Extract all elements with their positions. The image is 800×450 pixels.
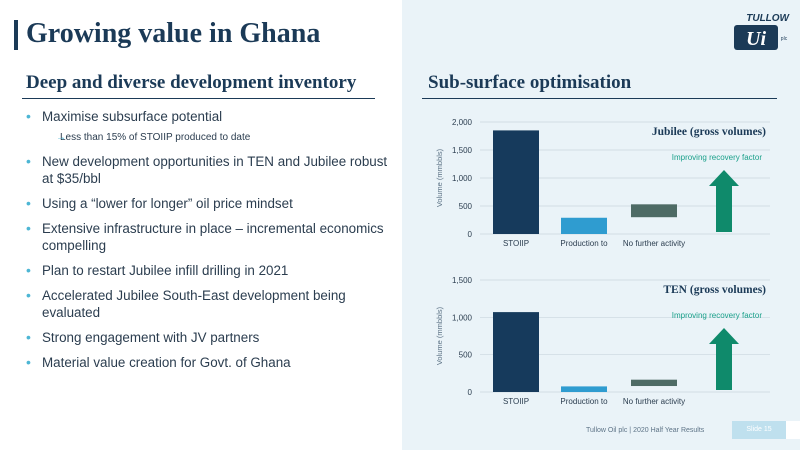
y-tick-label: 0 [468, 230, 473, 239]
bullet-item: Plan to restart Jubilee infill drilling … [26, 262, 396, 279]
x-tick-label: No further activity [623, 397, 685, 406]
x-tick-label: Production toJun-20 [560, 239, 608, 248]
chart-annotation: Improving recovery factor [672, 153, 763, 162]
bullet-text: Material value creation for Govt. of Gha… [42, 355, 291, 370]
x-tick-label: STOIIP [503, 239, 529, 248]
up-arrow-icon [709, 170, 739, 232]
bullet-item: Material value creation for Govt. of Gha… [26, 354, 396, 371]
sub-bullet-arrow-icon: → [56, 132, 66, 143]
bullet-text: New development opportunities in TEN and… [42, 154, 388, 186]
chart-title: Jubilee (gross volumes) [652, 126, 766, 138]
page-title: Growing value in Ghana [26, 18, 321, 49]
bullet-text: Accelerated Jubilee South-East developme… [42, 288, 346, 320]
y-tick-label: 1,000 [452, 313, 473, 322]
footer-text: Tullow Oil plc | 2020 Half Year Results [586, 427, 705, 434]
bar-production [561, 386, 607, 392]
x-tick-label: STOIIP [503, 397, 529, 406]
chart-annotation: Improving recovery factor [672, 311, 763, 320]
tullow-logo: TULLOW Ui plc [734, 13, 790, 50]
y-tick-label: 500 [459, 202, 473, 211]
slide-number: Slide 15 [746, 426, 772, 433]
bullet-item: Extensive infrastructure in place – incr… [26, 220, 396, 254]
bullet-text: Plan to restart Jubilee infill drilling … [42, 263, 289, 278]
bar-no-further-activity [631, 204, 677, 218]
right-heading-rule [422, 98, 777, 99]
bullet-text: Strong engagement with JV partners [42, 330, 260, 345]
up-arrow-icon [709, 328, 739, 390]
logo-sub: plc [781, 36, 788, 42]
y-tick-label: 2,000 [452, 118, 473, 127]
logo-text: TULLOW [746, 13, 790, 24]
y-axis-label: Volume (mmbbls) [435, 148, 444, 207]
bar-stoiip [493, 130, 539, 234]
y-axis-label: Volume (mmbbls) [435, 306, 444, 365]
right-section-heading: Sub-surface optimisation [428, 72, 632, 93]
y-tick-label: 1,500 [452, 146, 473, 155]
bar-stoiip [493, 312, 539, 392]
bullet-item: New development opportunities in TEN and… [26, 153, 396, 187]
jubilee-chart-svg: 0 500 1,000 1,500 2,000 Volume (mmbbls) STOIIP… [435, 118, 770, 248]
bullet-item: Maximise subsurface potential [26, 108, 396, 125]
jubilee-chart: 0 500 1,000 1,500 2,000 Volume (mmbbls) STOIIP… [418, 108, 780, 248]
bullet-item: Strong engagement with JV partners [26, 329, 396, 346]
sub-bullet-item: → Less than 15% of STOIIP produced to dat… [26, 131, 396, 145]
ten-chart-svg: 0 500 1,000 1,500 Volume (mmbbls) STOIIP Produ… [435, 276, 770, 406]
ten-chart: 0 500 1,000 1,500 Volume (mmbbls) STOIIP Produ… [418, 266, 780, 406]
y-tick-label: 1,500 [452, 276, 473, 285]
y-tick-label: 0 [468, 388, 473, 397]
y-tick-label: 1,000 [452, 174, 473, 183]
title-accent-bar [14, 20, 18, 50]
bullet-item: Using a “lower for longer” oil price min… [26, 195, 396, 212]
bullet-item: Accelerated Jubilee South-East developme… [26, 287, 396, 321]
left-section-heading: Deep and diverse development inventory [26, 72, 357, 93]
chart-title: TEN (gross volumes) [663, 284, 766, 296]
slide-number-box: Slide 15 [732, 421, 786, 439]
bullet-text: Using a “lower for longer” oil price min… [42, 196, 293, 211]
bullet-text: Maximise subsurface potential [42, 109, 223, 124]
x-tick-label: Production toJun-20 [560, 397, 608, 406]
left-heading-rule [22, 98, 375, 99]
bullet-text: Extensive infrastructure in place – incr… [42, 221, 384, 253]
logo-mark-icon [734, 25, 778, 50]
y-tick-label: 500 [459, 351, 473, 360]
bar-no-further-activity [631, 379, 677, 387]
x-tick-label: No further activity [623, 239, 685, 248]
logo-mark-text: Ui [746, 28, 766, 50]
bar-production [561, 217, 607, 234]
bullet-text: Less than 15% of STOIIP produced to date [60, 132, 251, 143]
footer-strip [786, 421, 800, 439]
bullet-list: Maximise subsurface potential →Less than … [26, 108, 396, 371]
